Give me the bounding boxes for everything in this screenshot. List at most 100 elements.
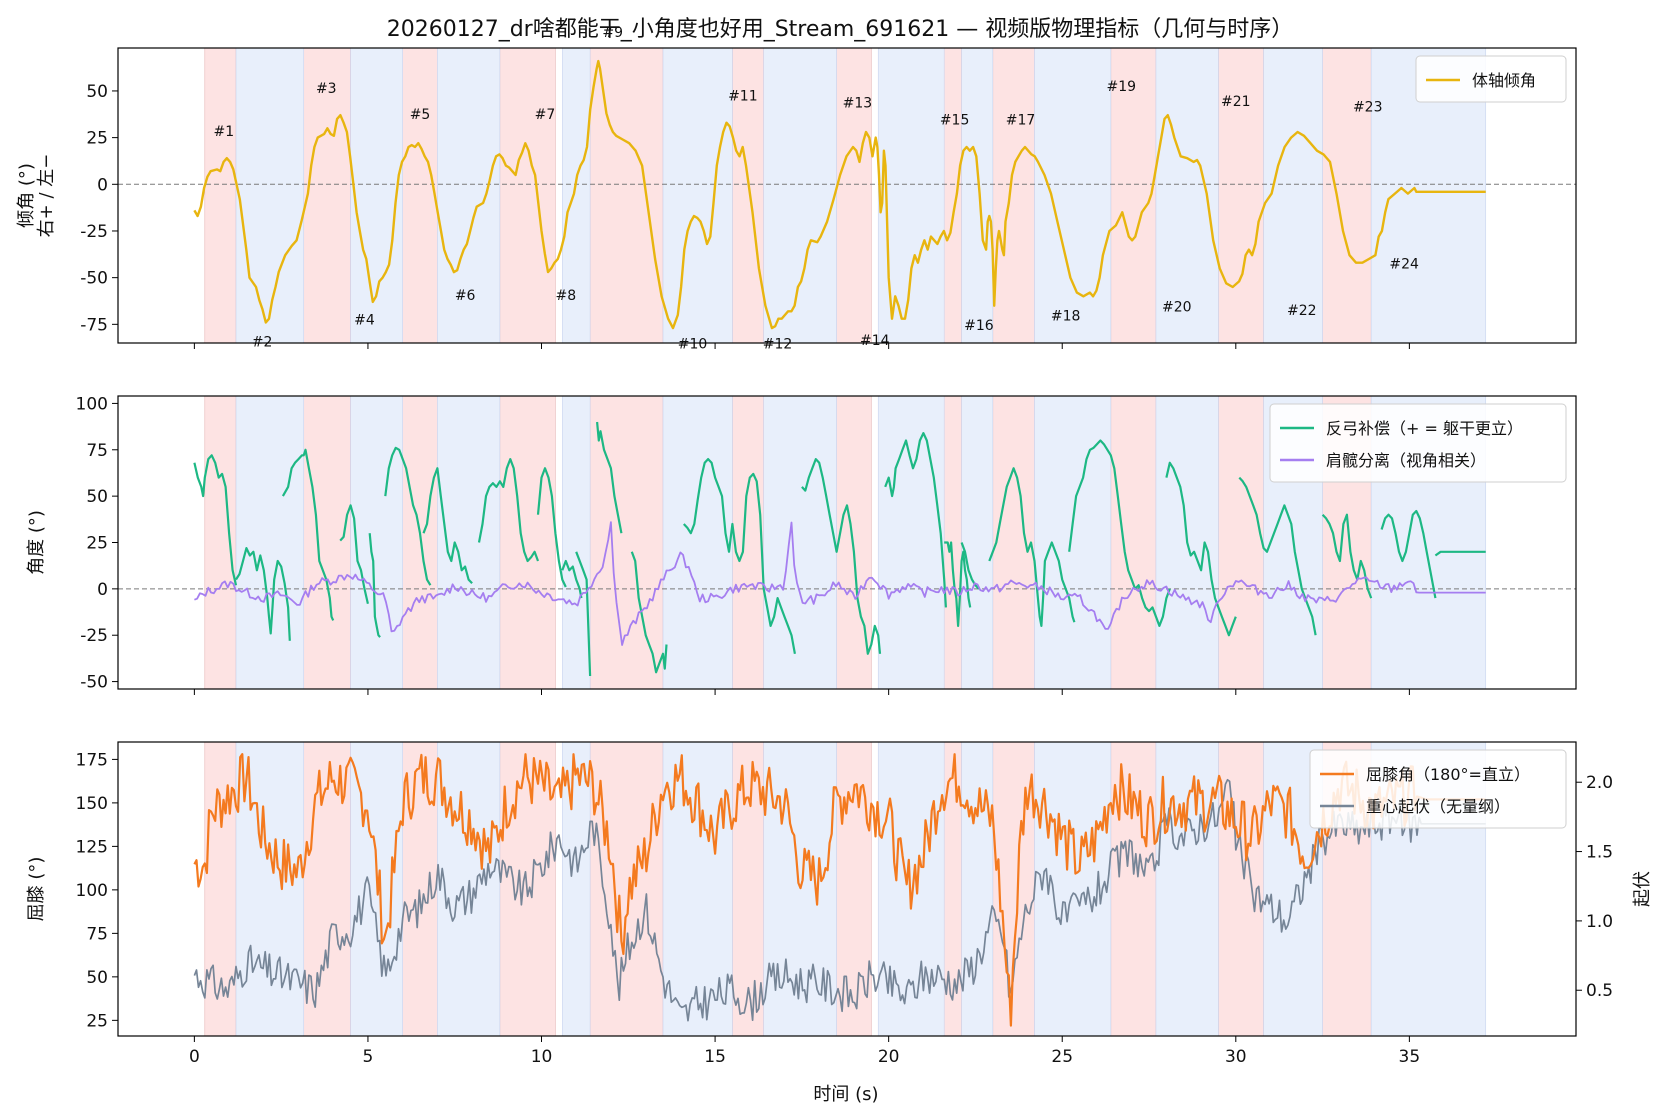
series-line-arch-segment (561, 559, 583, 599)
shade-band-blue (562, 742, 591, 1036)
shade-band-red (1110, 396, 1157, 689)
shade-band-red (402, 48, 438, 343)
annotation-label: #20 (1162, 299, 1192, 315)
shade-band-blue (1034, 48, 1112, 343)
series-line-arch-segment (960, 542, 980, 590)
legend-label: 重心起伏（无量纲） (1366, 797, 1510, 816)
x-tick-label: 5 (363, 1047, 374, 1067)
y-tick-label: -50 (80, 269, 108, 289)
annotation-label: #23 (1353, 99, 1383, 115)
y-tick-label: 25 (86, 534, 108, 554)
shade-band-blue (437, 48, 501, 343)
series-line-knee (193, 753, 1486, 1027)
y-tick-label: -50 (80, 673, 108, 693)
y-tick-label: 75 (86, 441, 108, 461)
annotation-label: #17 (1006, 113, 1036, 129)
annotation-label: #22 (1287, 303, 1317, 319)
annotation-label: #15 (940, 113, 970, 129)
shade-band-red (732, 396, 764, 689)
annotation-label: #24 (1389, 256, 1419, 272)
x-tick-label: 0 (189, 1047, 200, 1067)
annotation-label: #12 (763, 337, 793, 353)
annotation-label: #3 (316, 81, 337, 97)
series-line-arch-segment (368, 533, 381, 638)
annotation-label: #10 (678, 337, 708, 353)
shade-band-red (732, 48, 764, 343)
series-line-arch-segment (1068, 439, 1171, 627)
shade-band-blue (1034, 396, 1112, 689)
shade-band-blue (877, 396, 945, 689)
y-tick-label: 25 (86, 1011, 108, 1031)
series-line-com (193, 778, 1486, 1022)
shade-band-red (1322, 48, 1372, 343)
shade-band-red (1218, 396, 1264, 689)
x-tick-label: 15 (704, 1047, 726, 1067)
series-line-arch-segment (235, 547, 291, 641)
series-line-arch-segment (536, 467, 567, 588)
series-line-arch-segment (477, 458, 540, 563)
shade-band-red (1218, 48, 1264, 343)
legend-box (1269, 403, 1567, 483)
y-tick-label: 50 (86, 487, 108, 507)
shade-band-blue (961, 48, 994, 343)
series-line-arch-segment (281, 448, 335, 621)
y-tick-label: -75 (80, 315, 108, 335)
y-tick-label: 150 (76, 794, 108, 814)
legend: 反弓补偿（+ = 躯干更立） 肩髋分离（视角相关） (1269, 403, 1567, 483)
plot-area (118, 48, 1576, 343)
annotation-label: #16 (964, 318, 994, 334)
shade-band-red (303, 396, 351, 689)
legend-box (1415, 55, 1567, 103)
y-tick-label: 0 (97, 175, 108, 195)
shade-band-blue (877, 48, 945, 343)
panel-angles: -50 -25 0 25 50 75 100 角度 (°) 反弓补偿（+ = 躯干更立） 肩髋分离… (26, 394, 1577, 695)
shade-band-red (499, 48, 556, 343)
shade-band-red (204, 396, 237, 689)
annotation-label: #14 (860, 333, 890, 349)
annotation-label: #18 (1051, 309, 1081, 325)
annotation-label: #4 (354, 312, 375, 328)
series-line-arch-segment (683, 458, 796, 654)
y-tick-label: 100 (76, 881, 108, 901)
annotation-label: #7 (535, 107, 556, 123)
shade-band-blue (961, 396, 994, 689)
annotation-label: #8 (555, 288, 576, 304)
series-line-arch-segment (193, 454, 238, 586)
x-axis-label: 时间 (s) (813, 1084, 878, 1105)
shade-band-blue (350, 396, 403, 689)
shade-band-red (943, 48, 962, 343)
shade-band-blue (662, 396, 733, 689)
y-axis-label: 右+ / 左− (36, 154, 57, 238)
axes-frame (117, 47, 1577, 344)
shade-band-blue (350, 48, 403, 343)
plot-area (193, 742, 1487, 1036)
y-tick-label: 175 (76, 750, 108, 770)
series-line-arch-segment (1238, 476, 1317, 636)
legend: 体轴倾角 (1415, 55, 1567, 103)
y-tick-label: -25 (80, 222, 108, 242)
y-tick-label: -25 (80, 626, 108, 646)
legend-label: 反弓补偿（+ = 躯干更立） (1326, 419, 1523, 438)
x-tick-label: 20 (878, 1047, 900, 1067)
series-line-arch-segment (596, 421, 623, 534)
shade-band-blue (235, 742, 305, 1036)
annotation-label: #21 (1221, 94, 1251, 110)
legend-label: 体轴倾角 (1472, 71, 1536, 90)
y-tick-label: 50 (86, 968, 108, 988)
y2-tick-label: 2.0 (1586, 773, 1613, 793)
y2-tick-label: 1.0 (1586, 912, 1613, 932)
x-tick-label: 35 (1399, 1047, 1421, 1067)
x-tick-label: 25 (1051, 1047, 1073, 1067)
series-line-arch-segment (801, 458, 882, 655)
legend-label: 肩髋分离（视角相关） (1326, 451, 1486, 470)
shade-band-blue (763, 48, 837, 343)
shade-band-red (499, 396, 556, 689)
y-axis-label: 角度 (°) (26, 510, 47, 575)
shade-band-red (402, 396, 438, 689)
y-tick-label: 125 (76, 837, 108, 857)
annotation-label: #9 (602, 25, 623, 41)
series-line-arch-segment (630, 551, 668, 674)
y-tick-label: 25 (86, 129, 108, 149)
chart-title: 20260127_dr啥都能干_小角度也好用_Stream_691621 — 视… (387, 17, 1294, 42)
